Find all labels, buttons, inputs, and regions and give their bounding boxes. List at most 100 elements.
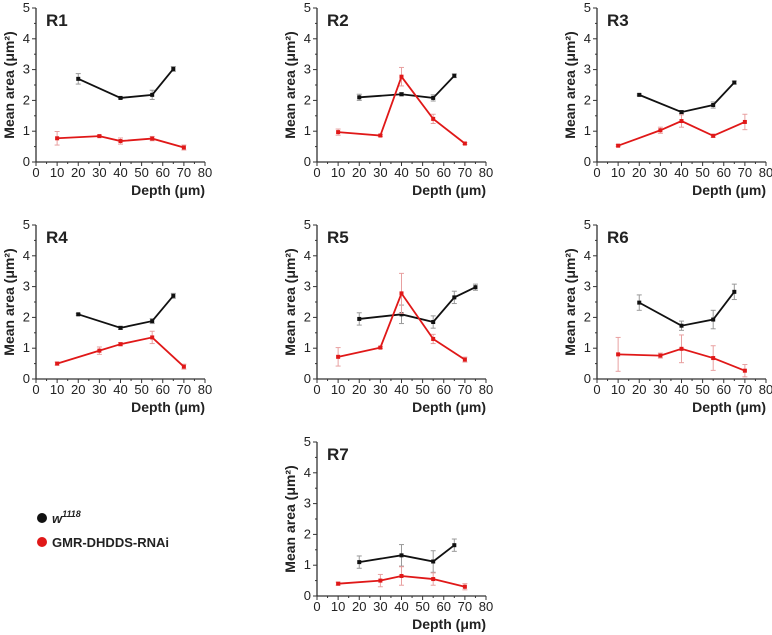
x-tick-label: 50 bbox=[415, 165, 429, 180]
y-tick-label: 4 bbox=[23, 248, 30, 263]
y-axis-label: Mean area (μm²) bbox=[1, 31, 17, 138]
data-point bbox=[118, 325, 123, 330]
x-tick-label: 60 bbox=[437, 382, 451, 397]
x-tick-label: 70 bbox=[738, 165, 752, 180]
x-tick-label: 10 bbox=[331, 165, 345, 180]
y-tick-label: 3 bbox=[304, 279, 311, 294]
y-tick-label: 2 bbox=[304, 526, 311, 541]
y-tick-label: 1 bbox=[304, 340, 311, 355]
y-tick-label: 0 bbox=[304, 371, 311, 386]
x-tick-label: 80 bbox=[198, 165, 212, 180]
data-point bbox=[55, 361, 60, 366]
series-line bbox=[77, 295, 175, 329]
x-tick-label: 20 bbox=[632, 165, 646, 180]
panel-title: R1 bbox=[46, 11, 68, 30]
y-tick-label: 4 bbox=[304, 31, 311, 46]
legend-marker bbox=[37, 513, 47, 523]
x-tick-label: 30 bbox=[92, 165, 106, 180]
data-point bbox=[150, 136, 155, 141]
panel-title: R3 bbox=[607, 11, 629, 30]
x-tick-label: 50 bbox=[134, 165, 148, 180]
series-w1118 bbox=[356, 283, 478, 329]
x-axis-label: Depth (μm) bbox=[692, 399, 766, 415]
x-tick-label: 70 bbox=[458, 165, 472, 180]
y-tick-label: 1 bbox=[23, 123, 30, 138]
series-w1118 bbox=[356, 538, 457, 573]
data-point bbox=[378, 133, 383, 138]
x-tick-label: 20 bbox=[352, 165, 366, 180]
y-tick-label: 0 bbox=[584, 371, 591, 386]
data-point bbox=[431, 577, 436, 582]
data-point bbox=[357, 316, 362, 321]
series-w1118 bbox=[636, 80, 737, 115]
x-axis-label: Depth (μm) bbox=[412, 182, 486, 198]
data-point bbox=[150, 335, 155, 340]
y-axis-label: Mean area (μm²) bbox=[282, 31, 298, 138]
y-tick-label: 3 bbox=[304, 62, 311, 77]
x-tick-label: 50 bbox=[695, 382, 709, 397]
y-tick-label: 5 bbox=[304, 0, 311, 15]
data-point bbox=[336, 130, 341, 135]
data-point bbox=[711, 317, 716, 322]
y-tick-label: 2 bbox=[23, 92, 30, 107]
data-point bbox=[399, 291, 404, 296]
data-point bbox=[452, 295, 457, 300]
y-tick-label: 2 bbox=[584, 309, 591, 324]
panel-r7: 0 10 20 30 40 50 60 70 80 0 1 2 3 4 5 R7 Depth (μm) Mean … bbox=[282, 434, 493, 632]
data-point bbox=[431, 559, 436, 564]
panel-r2: 0 10 20 30 40 50 60 70 80 0 1 2 3 4 5 R2 Depth (μm) Mean … bbox=[282, 0, 493, 198]
series-rnai bbox=[54, 131, 187, 151]
data-point bbox=[679, 323, 684, 328]
y-axis-label: Mean area (μm²) bbox=[282, 248, 298, 355]
data-point bbox=[171, 293, 176, 298]
panel-r3: 0 10 20 30 40 50 60 70 80 0 1 2 3 4 5 R3 Depth (μm) Mean … bbox=[562, 0, 772, 198]
data-point bbox=[118, 139, 123, 144]
x-tick-label: 60 bbox=[717, 382, 731, 397]
x-tick-label: 0 bbox=[313, 599, 320, 614]
x-tick-label: 80 bbox=[198, 382, 212, 397]
y-tick-label: 1 bbox=[304, 123, 311, 138]
y-tick-label: 2 bbox=[584, 92, 591, 107]
data-point bbox=[150, 319, 155, 324]
series-line bbox=[359, 544, 455, 564]
x-tick-label: 40 bbox=[113, 382, 127, 397]
x-tick-label: 10 bbox=[50, 382, 64, 397]
y-tick-label: 3 bbox=[304, 496, 311, 511]
data-point bbox=[55, 136, 60, 141]
series-w1118 bbox=[636, 283, 737, 331]
data-point bbox=[431, 320, 436, 325]
panel-r1: 0 10 20 30 40 50 60 70 80 0 1 2 3 4 5 R1 Depth (μm) Mean … bbox=[1, 0, 212, 198]
data-point bbox=[742, 368, 747, 373]
series-line bbox=[56, 336, 185, 368]
y-tick-label: 4 bbox=[304, 465, 311, 480]
panel-r4: 0 10 20 30 40 50 60 70 80 0 1 2 3 4 5 R4 Depth (μm) Mean … bbox=[1, 217, 212, 415]
x-tick-label: 30 bbox=[373, 599, 387, 614]
x-tick-label: 50 bbox=[134, 382, 148, 397]
data-point bbox=[732, 289, 737, 294]
y-tick-label: 2 bbox=[304, 92, 311, 107]
panel-r6: 0 10 20 30 40 50 60 70 80 0 1 2 3 4 5 R6 Depth (μm) Mean … bbox=[562, 217, 772, 415]
x-tick-label: 0 bbox=[32, 382, 39, 397]
x-axis-label: Depth (μm) bbox=[131, 182, 205, 198]
y-tick-label: 5 bbox=[304, 217, 311, 232]
series-w1118 bbox=[75, 66, 176, 100]
panel-title: R2 bbox=[327, 11, 349, 30]
data-point bbox=[399, 553, 404, 558]
legend-marker bbox=[37, 537, 47, 547]
x-axis-label: Depth (μm) bbox=[412, 399, 486, 415]
y-axis-label: Mean area (μm²) bbox=[562, 248, 578, 355]
panel-title: R7 bbox=[327, 445, 349, 464]
x-tick-label: 40 bbox=[674, 165, 688, 180]
series-line bbox=[338, 74, 466, 145]
data-point bbox=[679, 110, 684, 115]
y-tick-label: 3 bbox=[584, 62, 591, 77]
x-tick-label: 60 bbox=[156, 382, 170, 397]
data-point bbox=[399, 312, 404, 317]
y-tick-label: 2 bbox=[23, 309, 30, 324]
x-tick-label: 50 bbox=[415, 382, 429, 397]
x-tick-label: 20 bbox=[352, 599, 366, 614]
y-tick-label: 3 bbox=[584, 279, 591, 294]
y-axis-label: Mean area (μm²) bbox=[1, 248, 17, 355]
